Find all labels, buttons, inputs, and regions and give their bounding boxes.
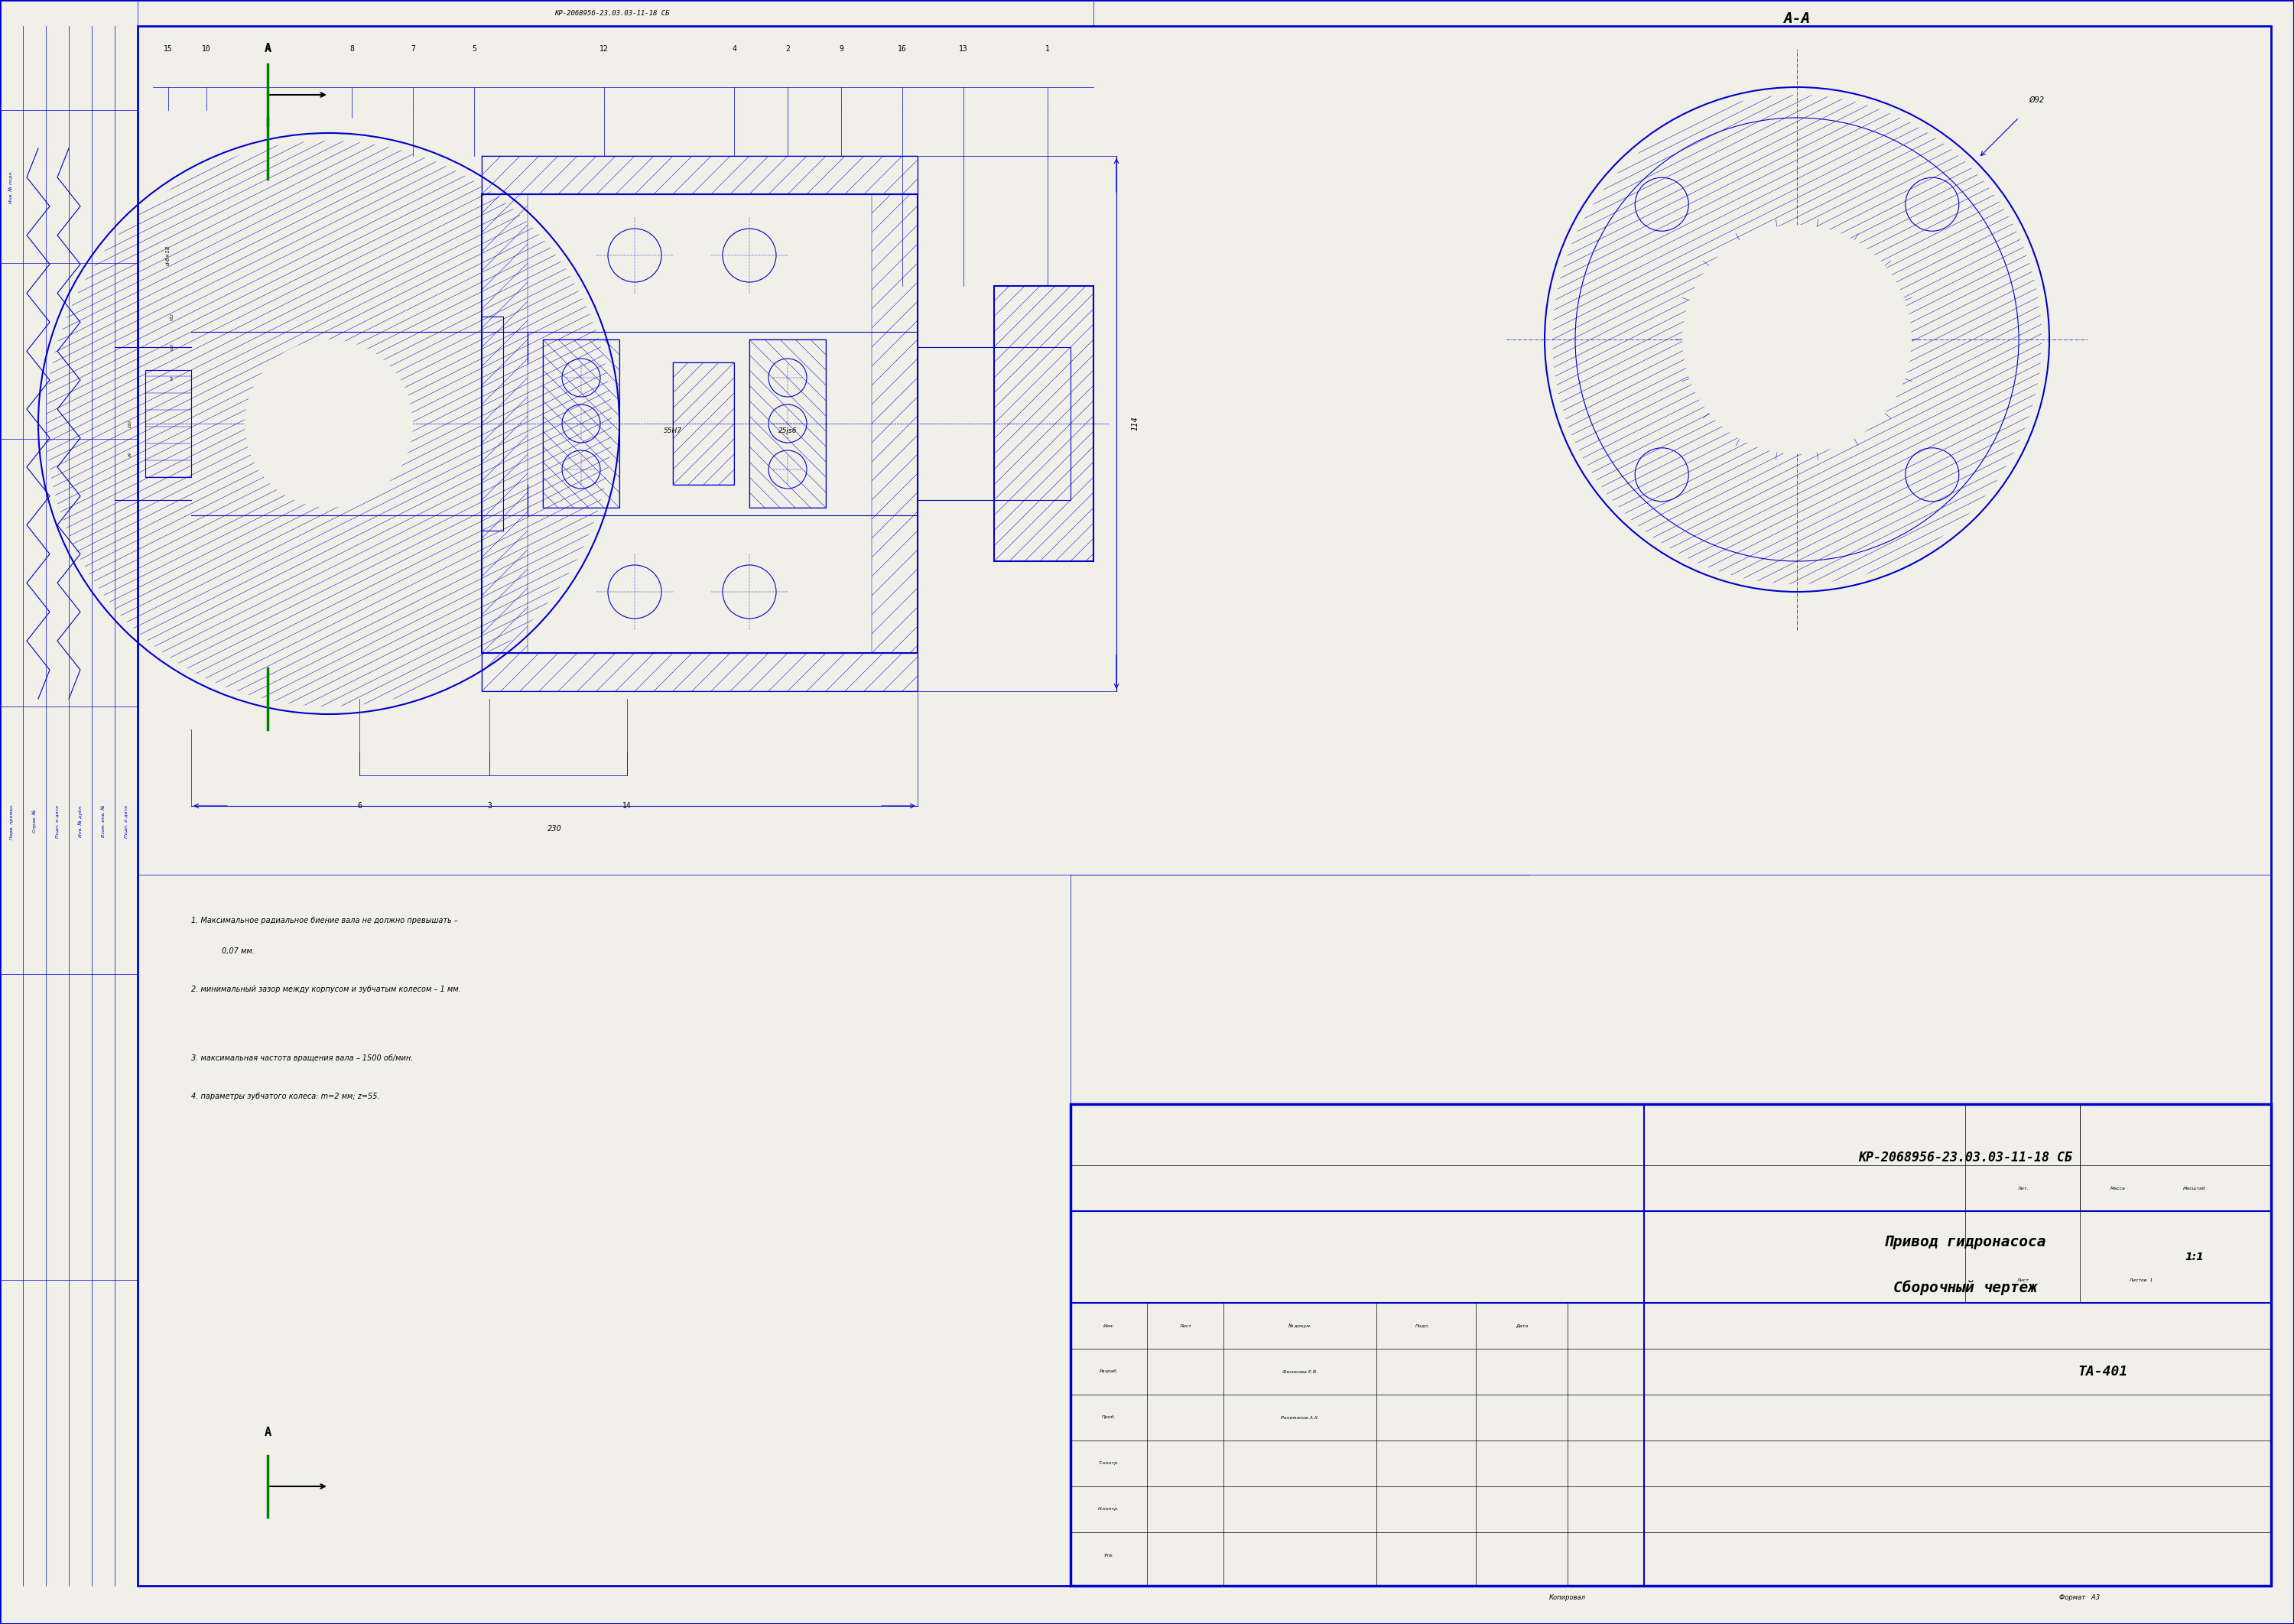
Text: 1: 1 [1046,45,1051,52]
Text: H12: H12 [170,313,174,320]
Text: 2: 2 [785,45,789,52]
Text: № докум.: № докум. [1289,1324,1312,1328]
Bar [138,0,1094,26]
Text: А: А [264,1427,271,1439]
Text: ×20: ×20 [170,343,174,351]
Text: D10: D10 [128,419,133,427]
Text: Справ. №: Справ. № [32,809,37,833]
Text: 55Н7: 55Н7 [663,427,681,435]
Circle shape [1906,177,1959,231]
Text: Проб.: Проб. [1101,1416,1115,1419]
Text: 3. максимальная частота вращения вала – 1500 об/мин.: 3. максимальная частота вращения вала – … [190,1054,413,1062]
Text: Сборочный чертеж: Сборочный чертеж [1893,1280,2037,1294]
Text: 1:1: 1:1 [2186,1252,2205,1262]
Text: ТА-401: ТА-401 [2078,1364,2129,1379]
Text: КР-2068956-23.03.03-11-18 СБ: КР-2068956-23.03.03-11-18 СБ [555,10,670,16]
Text: b9: b9 [128,451,133,456]
Text: Лист: Лист [1179,1324,1191,1328]
Circle shape [1906,448,1959,502]
Text: Масса: Масса [2110,1186,2127,1190]
Text: Перв. примен.: Перв. примен. [9,804,14,840]
Text: 15: 15 [163,45,172,52]
Text: 5: 5 [473,45,477,52]
Text: Н.контр.: Н.контр. [1099,1507,1119,1512]
Text: Лит.: Лит. [2016,1186,2028,1190]
Text: А-А: А-А [1782,11,1810,26]
Text: Дата: Дата [1516,1324,1528,1328]
Text: Формат   А3: Формат А3 [2060,1593,2101,1601]
Text: d-6×18: d-6×18 [165,245,170,265]
Text: 7: 7 [411,45,415,52]
Text: 8: 8 [349,45,353,52]
Bar [482,156,918,195]
Text: 0,07 мм.: 0,07 мм. [223,947,255,955]
Text: Ø92: Ø92 [2030,96,2044,104]
Text: 16: 16 [897,45,906,52]
Text: КР-2068956-23.03.03-11-18 СБ: КР-2068956-23.03.03-11-18 СБ [1858,1151,2071,1164]
Bar [750,339,826,508]
Text: ×4: ×4 [170,375,174,380]
Text: 14: 14 [622,802,631,810]
Text: Листов  1: Листов 1 [2129,1278,2154,1281]
Text: 4: 4 [732,45,736,52]
Text: Инв. № подл.: Инв. № подл. [9,171,14,203]
Text: Лист: Лист [2016,1278,2028,1281]
Text: 2. минимальный зазор между корпусом и зубчатым колесом – 1 мм.: 2. минимальный зазор между корпусом и зу… [190,986,461,994]
Text: 1. Максимальное радиальное биение вала не должно превышать –: 1. Максимальное радиальное биение вала н… [190,918,459,924]
Text: 114: 114 [1131,416,1140,430]
Text: 10: 10 [202,45,211,52]
Text: 4. параметры зубчатого колеса: m=2 мм; z=55.: 4. параметры зубчатого колеса: m=2 мм; z… [190,1093,381,1099]
Text: 3: 3 [486,802,491,810]
Text: А: А [264,44,271,55]
Bar [544,339,619,508]
Bar [482,195,918,653]
Text: Разраб.: Разраб. [1099,1369,1117,1374]
Bar [918,348,1071,500]
Text: 230: 230 [548,825,562,833]
Text: 12: 12 [599,45,608,52]
Text: Подп. и дата: Подп. и дата [55,806,60,838]
Text: Подп.: Подп. [1415,1324,1429,1328]
Circle shape [1682,224,1911,455]
Bar [145,370,190,477]
Text: Привод гидронасоса: Привод гидронасоса [1883,1234,2046,1249]
Bar [672,362,734,484]
Text: Рахимянов А.Х.: Рахимянов А.Х. [1280,1416,1319,1419]
Text: 25js6: 25js6 [778,427,796,435]
Circle shape [1636,448,1688,502]
Text: Изм.: Изм. [1103,1324,1115,1328]
Text: Т.контр.: Т.контр. [1099,1462,1119,1465]
Circle shape [245,339,413,508]
Text: Инв. № дубл.: Инв. № дубл. [78,806,83,838]
Bar [993,286,1094,562]
Circle shape [1727,271,1865,408]
Text: Масштаб: Масштаб [2184,1186,2207,1190]
Circle shape [1636,177,1688,231]
Text: Копировал: Копировал [1548,1593,1585,1601]
Bar [1071,1104,2271,1585]
Text: Взам. инв. №: Взам. инв. № [101,806,106,838]
Text: 6: 6 [358,802,362,810]
Text: 13: 13 [959,45,968,52]
Text: 9: 9 [840,45,844,52]
Text: Фесикова Е.В.: Фесикова Е.В. [1282,1369,1317,1374]
Text: Утв.: Утв. [1103,1553,1115,1557]
Text: А: А [266,45,271,52]
Text: Подп. и дата: Подп. и дата [124,806,128,838]
Bar [482,653,918,692]
